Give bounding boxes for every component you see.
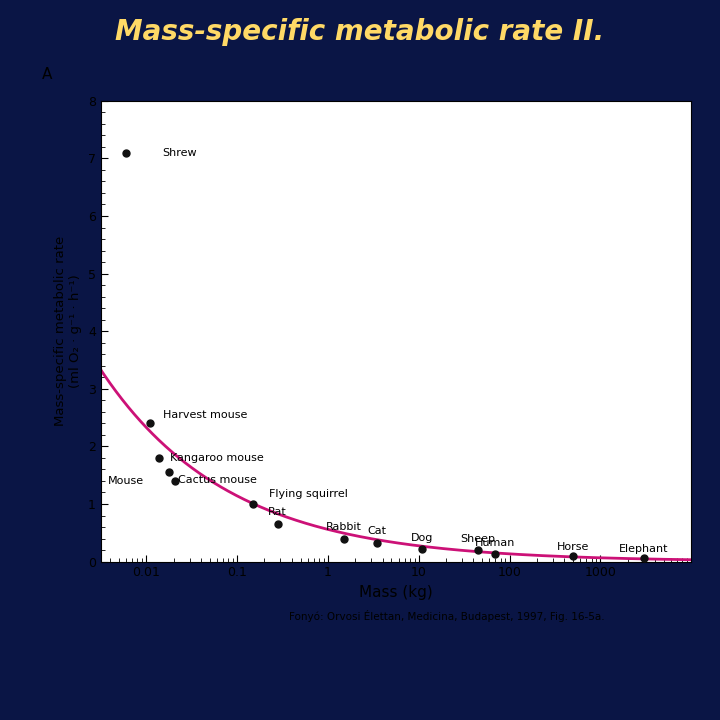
Text: Rabbit: Rabbit bbox=[326, 522, 362, 531]
Text: Horse: Horse bbox=[557, 542, 589, 552]
Text: Shrew: Shrew bbox=[162, 148, 197, 158]
Text: Kangaroo mouse: Kangaroo mouse bbox=[170, 453, 264, 463]
Y-axis label: Mass-specific metabolic rate
(ml O₂ · g⁻¹ · h⁻¹): Mass-specific metabolic rate (ml O₂ · g⁻… bbox=[55, 236, 82, 426]
Text: Flying squirrel: Flying squirrel bbox=[269, 490, 348, 500]
Text: Human: Human bbox=[475, 538, 516, 548]
Text: Mass-specific metabolic rate II.: Mass-specific metabolic rate II. bbox=[115, 19, 605, 46]
Text: Dog: Dog bbox=[411, 534, 433, 543]
X-axis label: Mass (kg): Mass (kg) bbox=[359, 585, 433, 600]
Text: Sheep: Sheep bbox=[461, 534, 495, 544]
Text: Cactus mouse: Cactus mouse bbox=[179, 475, 257, 485]
Text: Fonyó: Orvosi Élettan, Medicina, Budapest, 1997, Fig. 16-5a.: Fonyó: Orvosi Élettan, Medicina, Budapes… bbox=[289, 610, 604, 621]
Text: Elephant: Elephant bbox=[619, 544, 668, 554]
Text: Cat: Cat bbox=[368, 526, 387, 536]
Text: Harvest mouse: Harvest mouse bbox=[163, 410, 248, 420]
Text: A: A bbox=[42, 68, 52, 82]
Text: Mouse: Mouse bbox=[108, 476, 144, 486]
Text: Rat: Rat bbox=[269, 508, 287, 517]
